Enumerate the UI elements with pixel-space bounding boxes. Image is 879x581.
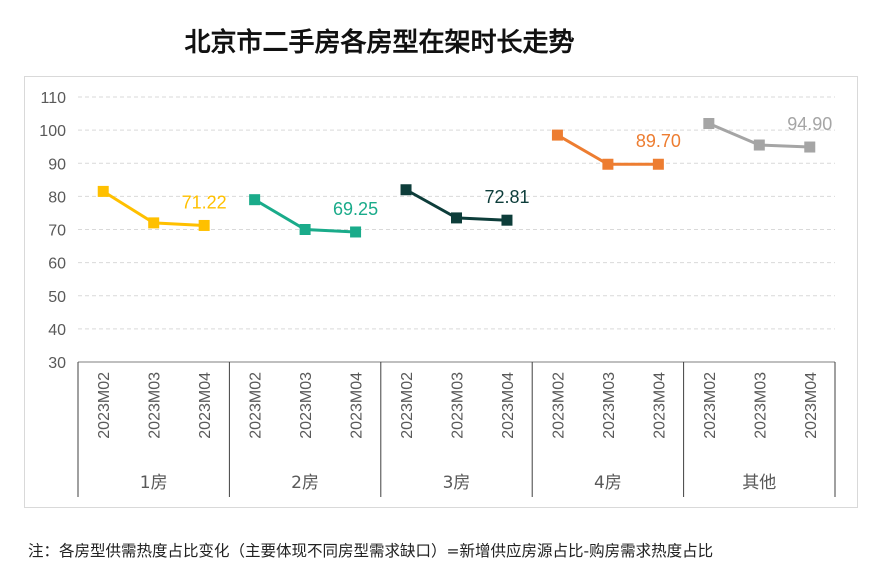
data-point	[804, 141, 816, 153]
x-group-label: 2房	[291, 473, 319, 493]
y-tick-label: 70	[48, 223, 66, 240]
data-point	[350, 226, 362, 238]
data-point	[501, 214, 513, 226]
y-tick-label: 110	[40, 90, 66, 107]
y-tick-label: 80	[48, 189, 66, 206]
y-tick-label: 60	[48, 256, 66, 273]
data-point	[400, 184, 412, 196]
data-label: 72.81	[484, 187, 529, 207]
data-point	[551, 129, 563, 141]
y-tick-label: 100	[39, 123, 66, 140]
data-label: 89.70	[636, 131, 681, 151]
x-tick-label: 2023M04	[651, 372, 668, 439]
y-tick-label: 40	[48, 322, 66, 339]
x-tick-label: 2023M04	[349, 372, 366, 439]
x-tick-label: 2023M02	[96, 372, 113, 439]
x-group-label: 其他	[742, 473, 776, 493]
x-tick-label: 2023M02	[399, 372, 416, 439]
data-point	[198, 219, 210, 231]
y-tick-label: 50	[48, 289, 66, 306]
data-point	[703, 118, 715, 129]
x-tick-label: 2023M04	[197, 372, 214, 439]
x-tick-label: 2023M02	[248, 372, 265, 439]
x-group-label: 3房	[443, 473, 471, 493]
x-tick-label: 2023M04	[500, 372, 517, 439]
data-label: 71.22	[182, 192, 227, 212]
data-label: 69.25	[333, 199, 378, 219]
x-tick-label: 2023M03	[147, 372, 164, 439]
x-tick-label: 2023M03	[752, 372, 769, 439]
data-point	[652, 158, 664, 170]
data-point	[451, 212, 462, 224]
x-tick-label: 2023M03	[450, 372, 467, 439]
x-tick-label: 2023M04	[803, 372, 820, 439]
footnote: 注：各房型供需热度占比变化（主要体现不同房型需求缺口）=新增供应房源占比-购房需…	[28, 542, 714, 560]
y-tick-label: 90	[48, 156, 66, 173]
x-tick-label: 2023M02	[550, 372, 567, 439]
data-point	[148, 217, 160, 229]
data-point	[299, 224, 311, 235]
data-point	[753, 139, 765, 151]
y-tick-label: 30	[48, 355, 66, 372]
plot-frame	[24, 76, 858, 508]
chart-title: 北京市二手房各房型在架时长走势	[184, 28, 575, 58]
x-tick-label: 2023M02	[702, 372, 719, 439]
x-group-label: 4房	[594, 473, 622, 493]
x-group-label: 1房	[140, 473, 168, 493]
data-point	[249, 194, 261, 206]
data-point	[602, 158, 614, 170]
data-label: 94.90	[787, 114, 832, 134]
data-point	[97, 185, 109, 197]
x-tick-label: 2023M03	[298, 372, 315, 439]
x-tick-label: 2023M03	[601, 372, 618, 439]
